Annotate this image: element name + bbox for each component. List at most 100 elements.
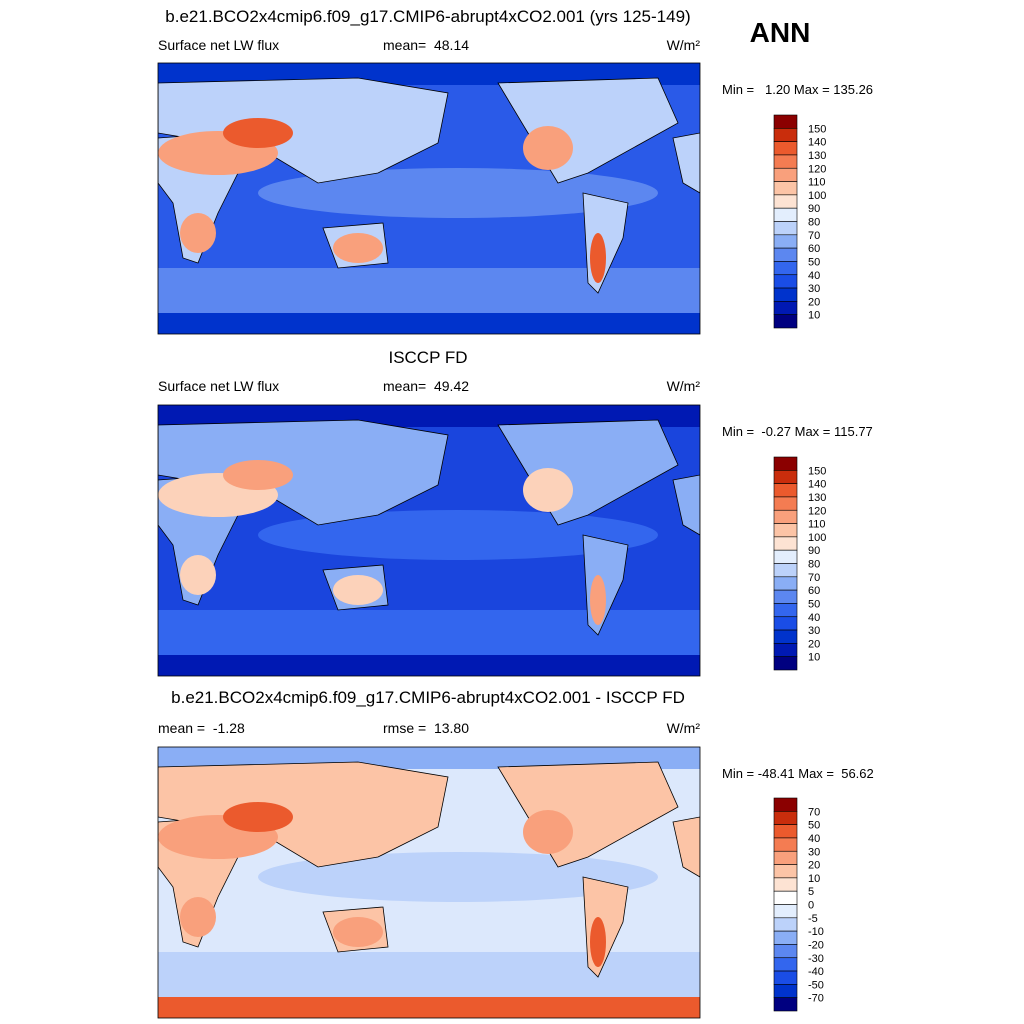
- panel-units: W/m²: [667, 378, 701, 394]
- colorbar-box: [773, 261, 798, 276]
- colorbar-box: [773, 917, 798, 932]
- colorbar-label: 100: [808, 532, 826, 544]
- colorbar-label: 60: [808, 243, 820, 255]
- map-frame: [157, 404, 701, 677]
- panel-left-label: Surface net LW flux: [158, 37, 279, 53]
- colorbar-label: 10: [808, 873, 820, 885]
- colorbar-label: 20: [808, 638, 820, 650]
- colorbar-box: [773, 523, 798, 538]
- colorbar-box: [773, 603, 798, 618]
- colorbar-box: [773, 957, 798, 972]
- panel-units: W/m²: [667, 720, 701, 736]
- land-hotspot: [523, 126, 573, 170]
- colorbar-label: -50: [808, 979, 824, 991]
- colorbar-box: [773, 643, 798, 657]
- range-label: Min = -48.41 Max = 56.62: [722, 766, 874, 781]
- colorbar-label: 40: [808, 833, 820, 845]
- colorbar-box: [773, 167, 798, 182]
- land-hotspot: [523, 810, 573, 854]
- land-hotspot: [180, 213, 216, 253]
- map: [158, 63, 700, 334]
- colorbar-label: 150: [808, 123, 826, 135]
- colorbar-box: [773, 904, 798, 919]
- colorbar-label: 30: [808, 846, 820, 858]
- land-hotspot: [333, 917, 383, 947]
- colorbar-label: 130: [808, 492, 826, 504]
- panel-title: ISCCP FD: [388, 348, 467, 367]
- colorbar-box: [773, 656, 798, 671]
- colorbar-label: -20: [808, 939, 824, 951]
- colorbar-box: [773, 944, 798, 959]
- colorbar-label: 10: [808, 310, 820, 322]
- storm-band: [158, 610, 700, 655]
- colorbar-box: [773, 181, 798, 196]
- colorbar-box: [773, 509, 798, 524]
- colorbar-label: -10: [808, 926, 824, 938]
- land-hotspot: [180, 897, 216, 937]
- colorbar-label: 50: [808, 820, 820, 832]
- colorbar-label: 60: [808, 585, 820, 597]
- colorbar-box: [773, 864, 798, 879]
- range-label: Min = 1.20 Max = 135.26: [722, 82, 873, 97]
- colorbar-box: [773, 128, 798, 142]
- antarctic: [158, 655, 700, 676]
- panel-center-label: mean= 49.42: [383, 378, 469, 394]
- colorbar-box: [773, 456, 798, 471]
- colorbar-box: [773, 563, 798, 578]
- colorbar-box: [773, 629, 798, 644]
- season-label: ANN: [750, 17, 811, 48]
- land-hotspot: [223, 460, 293, 490]
- colorbar-box: [773, 811, 798, 825]
- colorbar-label: 140: [808, 137, 826, 149]
- colorbar-label: 120: [808, 505, 826, 517]
- land-hotspot: [590, 917, 606, 967]
- land: [672, 816, 700, 878]
- colorbar-label: 80: [808, 559, 820, 571]
- panel-title: b.e21.BCO2x4cmip6.f09_g17.CMIP6-abrupt4x…: [165, 7, 690, 26]
- colorbar-label: 110: [808, 177, 826, 189]
- colorbar-box: [773, 314, 798, 329]
- panel-units: W/m²: [667, 37, 701, 53]
- colorbar-box: [773, 221, 798, 236]
- panel-center-label: mean= 48.14: [383, 37, 469, 53]
- colorbar-label: 90: [808, 203, 820, 215]
- colorbar-box: [773, 141, 798, 156]
- land-hotspot: [523, 468, 573, 512]
- colorbar-box: [773, 536, 798, 551]
- colorbar-label: 30: [808, 283, 820, 295]
- map-frame: [157, 62, 701, 335]
- colorbar-box: [773, 589, 798, 604]
- colorbar-label: 110: [808, 519, 826, 531]
- map-frame: [157, 746, 701, 1019]
- panel-center-label: rmse = 13.80: [383, 720, 469, 736]
- range-label: Min = -0.27 Max = 115.77: [722, 424, 873, 439]
- colorbar-label: 40: [808, 612, 820, 624]
- colorbar-box: [773, 194, 798, 209]
- colorbar-label: 50: [808, 598, 820, 610]
- colorbar-box: [773, 207, 798, 222]
- colorbar-box: [773, 470, 798, 484]
- colorbar-box: [773, 483, 798, 498]
- colorbar-label: 5: [808, 886, 814, 898]
- colorbar-box: [773, 114, 798, 129]
- panel-left-label: Surface net LW flux: [158, 378, 279, 394]
- colorbar-box: [773, 877, 798, 892]
- panel-title: b.e21.BCO2x4cmip6.f09_g17.CMIP6-abrupt4x…: [171, 688, 685, 707]
- land-hotspot: [223, 118, 293, 148]
- colorbar-label: 140: [808, 479, 826, 491]
- colorbar-label: 20: [808, 860, 820, 872]
- colorbar-label: 90: [808, 545, 820, 557]
- colorbar-box: [773, 970, 798, 985]
- panel-left-label: mean = -1.28: [158, 720, 245, 736]
- colorbar-box: [773, 984, 798, 998]
- colorbar-box: [773, 837, 798, 852]
- colorbar-label: 70: [808, 806, 820, 818]
- colorbar-label: 40: [808, 270, 820, 282]
- antarctic: [158, 313, 700, 334]
- map: [158, 405, 700, 676]
- colorbar-label: 10: [808, 652, 820, 664]
- colorbar-box: [773, 247, 798, 262]
- land: [672, 132, 700, 194]
- colorbar-box: [773, 154, 798, 169]
- colorbar-box: [773, 616, 798, 631]
